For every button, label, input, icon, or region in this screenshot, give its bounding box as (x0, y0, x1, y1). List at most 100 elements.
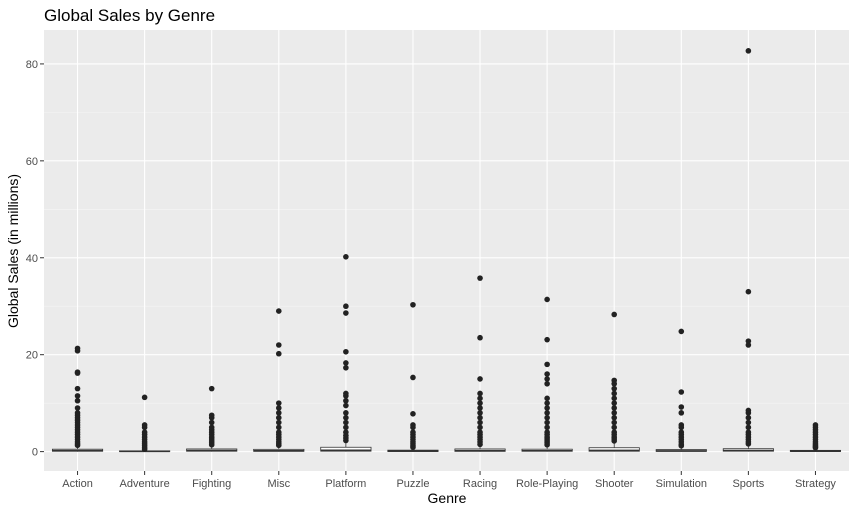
outlier-point (275, 410, 282, 416)
outlier-point (611, 311, 618, 318)
plot-panel (44, 30, 849, 471)
outlier-point (275, 424, 282, 431)
outlier-point (410, 422, 416, 428)
chart-title: Global Sales by Genre (44, 6, 215, 25)
box-role-playing (521, 296, 573, 452)
box-series (51, 48, 842, 453)
outlier-point (208, 412, 215, 419)
outlier-point (611, 400, 618, 406)
outlier-point (410, 374, 416, 381)
y-axis: 0 20 40 60 80 (26, 59, 44, 459)
box-iqr (320, 446, 372, 452)
outlier-point (343, 310, 349, 316)
outlier-point (275, 400, 282, 406)
outlier-point (544, 371, 550, 377)
outlier-point (275, 308, 282, 314)
outlier-point (343, 253, 349, 260)
outlier-point (544, 376, 550, 382)
outlier-point (544, 361, 550, 368)
outlier-point (544, 419, 550, 426)
outlier-point (812, 422, 819, 428)
x-tick-label: Racing (463, 478, 497, 490)
outlier-point (544, 336, 550, 343)
outlier-point (678, 410, 685, 416)
outlier-point (544, 296, 550, 303)
outlier-point (343, 402, 349, 409)
box-puzzle (387, 301, 439, 452)
outlier-point (74, 410, 81, 416)
outlier-point (611, 424, 618, 431)
outlier-point (275, 419, 282, 426)
outlier-point (745, 48, 752, 54)
outlier-point (544, 414, 550, 421)
box-strategy (789, 422, 842, 452)
outlier-point (477, 424, 483, 431)
outlier-point (544, 424, 550, 431)
box-fighting (186, 385, 238, 452)
outlier-point (678, 328, 685, 335)
outlier-point (678, 422, 685, 428)
outlier-point (208, 419, 215, 426)
outlier-point (745, 338, 752, 344)
outlier-point (343, 419, 349, 426)
outlier-point (477, 376, 483, 382)
x-tick-label: Strategy (795, 478, 836, 490)
outlier-point (544, 410, 550, 416)
outlier-point (74, 385, 81, 392)
outlier-point (275, 350, 282, 357)
y-tick-label: 80 (26, 59, 38, 71)
box-misc (253, 308, 305, 452)
outlier-point (141, 429, 148, 436)
outlier-point (544, 395, 550, 402)
outlier-point (477, 419, 483, 426)
outlier-point (678, 429, 685, 436)
outlier-point (275, 429, 282, 436)
outlier-point (74, 345, 81, 352)
outlier-point (544, 400, 550, 406)
outlier-point (611, 414, 618, 421)
outlier-point (343, 360, 349, 366)
y-tick-label: 20 (26, 350, 38, 362)
x-axis-title: Genre (428, 490, 467, 506)
outlier-point (611, 429, 618, 436)
outlier-point (343, 424, 349, 431)
outlier-point (275, 405, 282, 411)
outlier-point (477, 275, 483, 281)
outlier-point (611, 410, 618, 416)
x-tick-label: Simulation (656, 478, 707, 490)
outlier-point (74, 393, 81, 399)
outlier-point (343, 414, 349, 421)
outlier-point (343, 410, 349, 416)
x-tick-label: Puzzle (396, 478, 429, 490)
outlier-point (477, 334, 483, 341)
outlier-point (141, 422, 148, 428)
outlier-point (410, 429, 416, 436)
outlier-point (745, 424, 752, 431)
minor-gridlines (44, 112, 849, 404)
outlier-point (343, 390, 349, 397)
outlier-point (74, 369, 81, 375)
x-tick-label: Adventure (120, 478, 170, 490)
outlier-point (611, 390, 618, 397)
box-action (51, 345, 104, 452)
outlier-point (208, 424, 215, 431)
outlier-point (611, 385, 618, 392)
outlier-point (477, 405, 483, 411)
y-tick-label: 40 (26, 253, 38, 265)
outlier-point (410, 411, 416, 417)
outlier-point (343, 348, 349, 355)
outlier-point (477, 410, 483, 416)
x-tick-label: Fighting (192, 478, 231, 490)
outlier-point (544, 380, 550, 387)
outlier-point (477, 414, 483, 421)
x-tick-label: Sports (732, 478, 764, 490)
x-tick-label: Action (62, 478, 93, 490)
outlier-point (678, 389, 685, 395)
outlier-point (343, 397, 349, 404)
x-tick-label: Role-Playing (516, 478, 578, 490)
box-platform (320, 253, 372, 452)
outlier-point (477, 395, 483, 402)
outlier-point (544, 429, 550, 436)
outlier-point (410, 301, 416, 308)
